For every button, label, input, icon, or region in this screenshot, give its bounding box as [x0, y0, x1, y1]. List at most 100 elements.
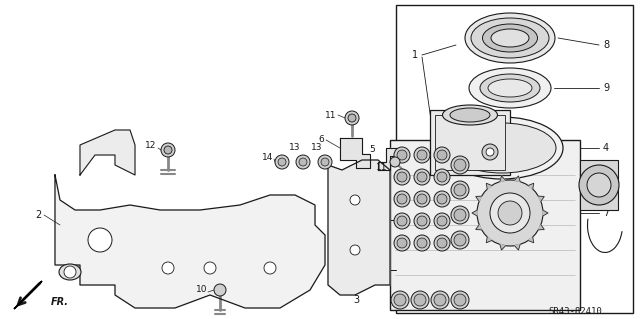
Circle shape [414, 169, 430, 185]
Circle shape [451, 181, 469, 199]
Circle shape [414, 213, 430, 229]
Text: 1: 1 [412, 50, 418, 60]
Circle shape [394, 294, 406, 306]
Polygon shape [538, 225, 544, 230]
Polygon shape [340, 138, 370, 168]
Ellipse shape [448, 123, 556, 173]
Text: 2: 2 [35, 210, 41, 220]
Polygon shape [476, 225, 482, 230]
Circle shape [161, 143, 175, 157]
Ellipse shape [480, 74, 540, 102]
Circle shape [437, 194, 447, 204]
Bar [430, 110, 510, 175]
Circle shape [397, 150, 407, 160]
Circle shape [164, 146, 172, 154]
Text: 6: 6 [318, 136, 324, 145]
Ellipse shape [442, 105, 497, 125]
Circle shape [451, 291, 469, 309]
Circle shape [394, 169, 410, 185]
Circle shape [411, 291, 429, 309]
Circle shape [587, 173, 611, 197]
Polygon shape [55, 175, 325, 308]
Circle shape [397, 216, 407, 226]
Circle shape [434, 147, 450, 163]
Text: 13: 13 [311, 144, 323, 152]
Ellipse shape [483, 24, 538, 52]
Circle shape [275, 155, 289, 169]
Circle shape [579, 165, 619, 205]
Circle shape [321, 158, 329, 166]
Circle shape [204, 262, 216, 274]
Circle shape [414, 147, 430, 163]
Circle shape [434, 213, 450, 229]
Circle shape [482, 144, 498, 160]
Ellipse shape [471, 18, 549, 58]
Polygon shape [378, 148, 398, 170]
Circle shape [454, 159, 466, 171]
Polygon shape [515, 244, 520, 250]
Polygon shape [500, 176, 506, 182]
Ellipse shape [450, 108, 490, 122]
Circle shape [417, 172, 427, 182]
Circle shape [390, 157, 400, 167]
Polygon shape [538, 196, 544, 201]
Text: 11: 11 [325, 110, 337, 120]
Polygon shape [328, 160, 390, 295]
Circle shape [437, 172, 447, 182]
Circle shape [437, 150, 447, 160]
Bar [435, 115, 505, 170]
Circle shape [350, 195, 360, 205]
Bar [580, 160, 618, 210]
Circle shape [350, 245, 360, 255]
Circle shape [264, 262, 276, 274]
Polygon shape [14, 281, 42, 309]
Circle shape [490, 193, 530, 233]
Circle shape [318, 155, 332, 169]
Text: 11: 11 [376, 162, 388, 172]
Ellipse shape [465, 13, 555, 63]
Circle shape [454, 184, 466, 196]
Polygon shape [476, 196, 482, 201]
Polygon shape [80, 130, 135, 175]
Circle shape [437, 216, 447, 226]
Circle shape [454, 294, 466, 306]
Circle shape [414, 191, 430, 207]
Circle shape [417, 216, 427, 226]
Circle shape [477, 180, 543, 246]
Polygon shape [528, 237, 534, 243]
Text: 10: 10 [196, 286, 208, 294]
Circle shape [345, 111, 359, 125]
Text: 4: 4 [603, 143, 609, 153]
Ellipse shape [491, 29, 529, 47]
Circle shape [394, 191, 410, 207]
Circle shape [451, 231, 469, 249]
Text: 5: 5 [369, 145, 375, 154]
Circle shape [296, 155, 310, 169]
Bar [396, 5, 633, 313]
Circle shape [299, 158, 307, 166]
Polygon shape [543, 210, 548, 216]
Circle shape [397, 238, 407, 248]
Circle shape [394, 235, 410, 251]
Ellipse shape [488, 79, 532, 97]
Circle shape [394, 147, 410, 163]
Circle shape [397, 172, 407, 182]
Circle shape [162, 262, 174, 274]
Circle shape [434, 294, 446, 306]
Circle shape [348, 114, 356, 122]
Text: FR.: FR. [51, 297, 69, 307]
Polygon shape [528, 183, 534, 189]
Ellipse shape [469, 68, 551, 108]
Text: 8: 8 [603, 40, 609, 50]
Circle shape [434, 169, 450, 185]
Text: SR43-82410: SR43-82410 [548, 308, 602, 316]
Circle shape [417, 194, 427, 204]
Circle shape [454, 209, 466, 221]
Circle shape [454, 234, 466, 246]
Ellipse shape [59, 264, 81, 280]
Circle shape [417, 150, 427, 160]
Circle shape [451, 206, 469, 224]
Text: 3: 3 [353, 295, 359, 305]
Circle shape [397, 194, 407, 204]
Text: 13: 13 [289, 144, 301, 152]
